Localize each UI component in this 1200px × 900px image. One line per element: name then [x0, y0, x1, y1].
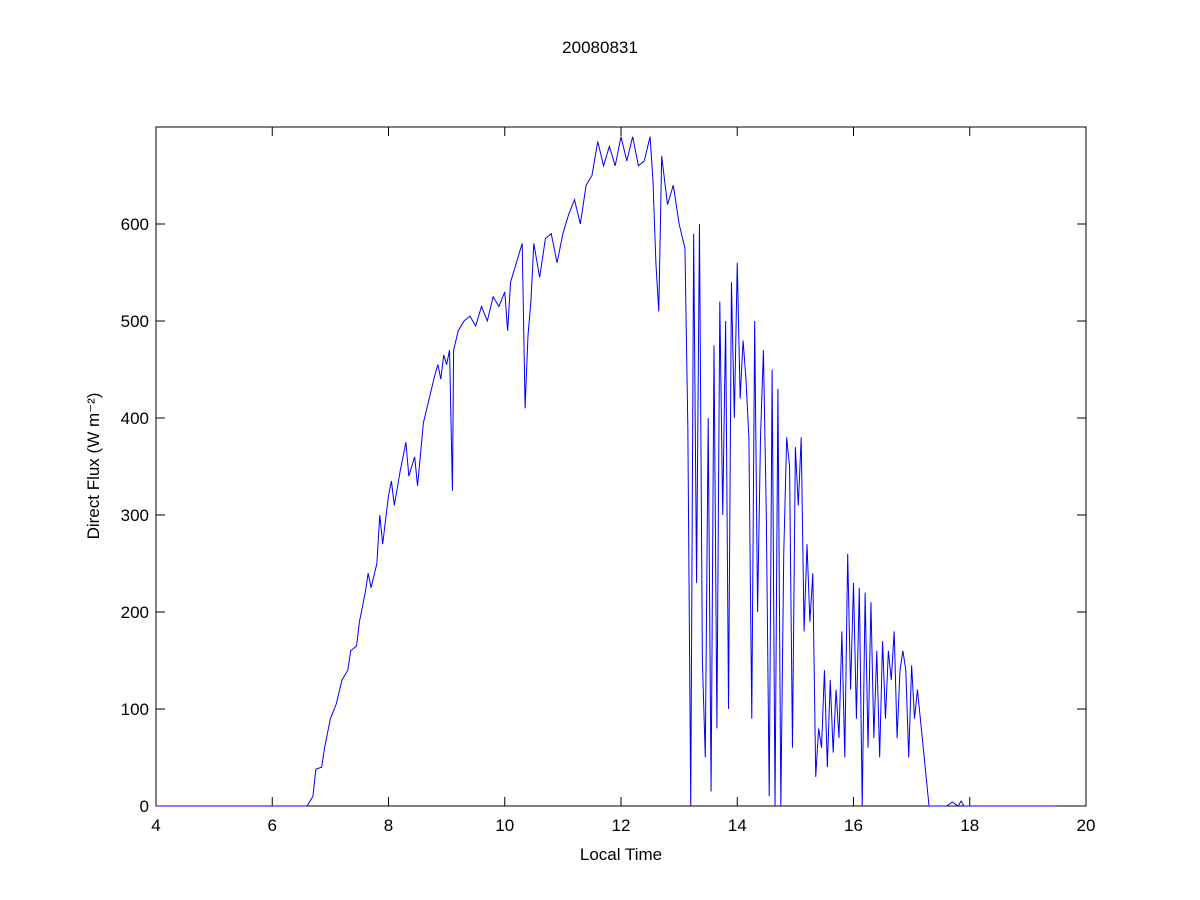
y-axis-label: Direct Flux (W m⁻²)	[84, 393, 103, 540]
x-tick-label: 14	[728, 816, 747, 835]
y-tick-label: 200	[121, 603, 149, 622]
x-tick-label: 4	[151, 816, 160, 835]
x-tick-label: 16	[844, 816, 863, 835]
x-tick-label: 18	[960, 816, 979, 835]
x-tick-label: 8	[384, 816, 393, 835]
x-tick-label: 20	[1077, 816, 1096, 835]
chart-title: 20080831	[562, 38, 638, 57]
axes-box	[155, 126, 1087, 807]
y-tick-label: 0	[140, 797, 149, 816]
x-tick-label: 10	[495, 816, 514, 835]
y-tick-label: 100	[121, 700, 149, 719]
y-tick-label: 300	[121, 506, 149, 525]
data-line	[156, 136, 1057, 807]
x-tick-label: 6	[268, 816, 277, 835]
y-tick-label: 600	[121, 215, 149, 234]
x-tick-label: 12	[612, 816, 631, 835]
x-axis-label: Local Time	[580, 845, 662, 864]
y-tick-label: 400	[121, 409, 149, 428]
y-tick-label: 500	[121, 312, 149, 331]
